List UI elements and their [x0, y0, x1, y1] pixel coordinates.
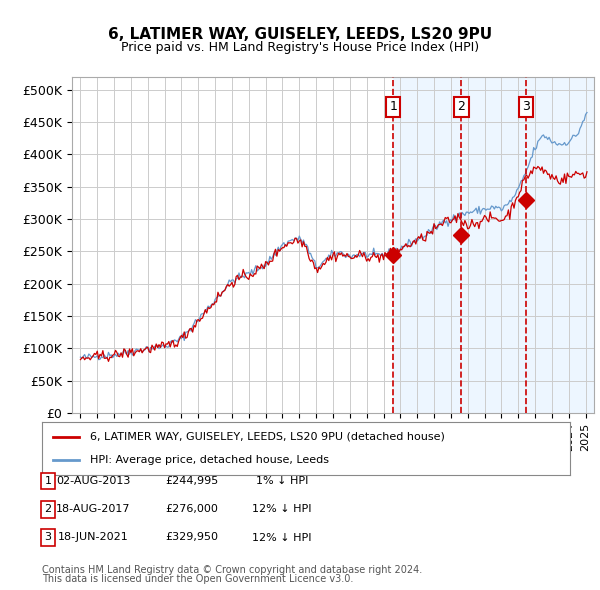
Text: £329,950: £329,950	[166, 533, 218, 542]
Text: £276,000: £276,000	[166, 504, 218, 514]
Bar	[393, 77, 594, 413]
Text: 12% ↓ HPI: 12% ↓ HPI	[252, 533, 312, 542]
Text: 1: 1	[389, 100, 397, 113]
Text: 02-AUG-2013: 02-AUG-2013	[56, 476, 130, 486]
Text: This data is licensed under the Open Government Licence v3.0.: This data is licensed under the Open Gov…	[42, 574, 353, 584]
Text: 2: 2	[458, 100, 466, 113]
Text: HPI: Average price, detached house, Leeds: HPI: Average price, detached house, Leed…	[89, 455, 329, 465]
Text: 6, LATIMER WAY, GUISELEY, LEEDS, LS20 9PU (detached house): 6, LATIMER WAY, GUISELEY, LEEDS, LS20 9P…	[89, 432, 445, 442]
Text: 2: 2	[44, 504, 52, 514]
Text: Contains HM Land Registry data © Crown copyright and database right 2024.: Contains HM Land Registry data © Crown c…	[42, 565, 422, 575]
Text: 12% ↓ HPI: 12% ↓ HPI	[252, 504, 312, 514]
Text: 1: 1	[44, 476, 52, 486]
Text: 6, LATIMER WAY, GUISELEY, LEEDS, LS20 9PU: 6, LATIMER WAY, GUISELEY, LEEDS, LS20 9P…	[108, 27, 492, 41]
Text: 1% ↓ HPI: 1% ↓ HPI	[256, 476, 308, 486]
Text: 3: 3	[522, 100, 530, 113]
Text: 18-JUN-2021: 18-JUN-2021	[58, 533, 128, 542]
Text: 18-AUG-2017: 18-AUG-2017	[56, 504, 130, 514]
Text: £244,995: £244,995	[166, 476, 218, 486]
Text: Price paid vs. HM Land Registry's House Price Index (HPI): Price paid vs. HM Land Registry's House …	[121, 41, 479, 54]
Text: 3: 3	[44, 533, 52, 542]
